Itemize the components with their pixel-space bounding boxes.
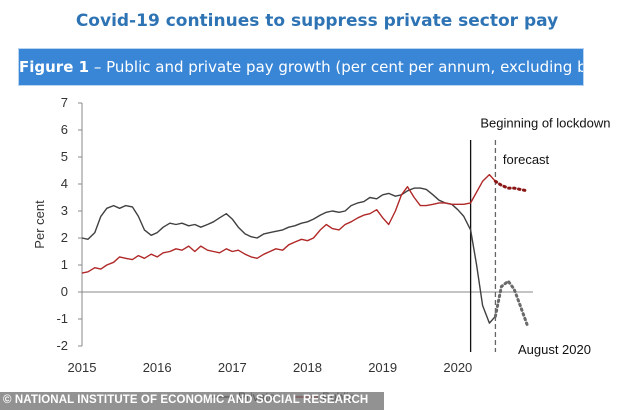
y-tick-label: 5	[61, 149, 68, 164]
x-tick-label: 2019	[368, 360, 397, 375]
y-tick-label: 6	[61, 122, 68, 137]
y-tick-label: 7	[61, 95, 68, 110]
footer-credit: © NATIONAL INSTITUTE OF ECONOMIC AND SOC…	[3, 394, 369, 406]
figure-label: Figure 1	[19, 58, 90, 76]
forecast-line-private	[493, 279, 529, 326]
y-tick-label: -2	[56, 338, 68, 353]
footer-band	[0, 392, 384, 410]
y-axis-label: Per cent	[32, 200, 47, 249]
y-tick-label: 4	[61, 176, 68, 191]
x-tick-label: 2020	[443, 360, 472, 375]
x-tick-label: 2018	[293, 360, 322, 375]
series-line-private	[81, 187, 496, 324]
x-tick-label: 2015	[68, 360, 97, 375]
y-tick-label: 2	[61, 230, 68, 245]
footer: © NATIONAL INSTITUTE OF ECONOMIC AND SOC…	[0, 392, 634, 410]
headline: Covid-19 continues to suppress private s…	[75, 11, 559, 31]
y-tick-label: -1	[56, 311, 68, 326]
annotation-august-2020: August 2020	[518, 342, 591, 357]
y-tick-label: 0	[61, 284, 68, 299]
series-line-public	[81, 173, 496, 274]
figure-title: – Public and private pay growth (per cen…	[93, 58, 583, 76]
annotation-forecast: forecast	[503, 152, 550, 167]
x-tick-label: 2016	[143, 360, 172, 375]
annotation-lockdown: Beginning of lockdown	[480, 115, 610, 130]
figure-title-banner: Figure 1 – Public and private pay growth…	[18, 48, 584, 86]
y-tick-label: 3	[61, 203, 68, 218]
y-tick-label: 1	[61, 257, 68, 272]
x-tick-label: 2017	[218, 360, 247, 375]
forecast-line-public	[493, 179, 529, 193]
